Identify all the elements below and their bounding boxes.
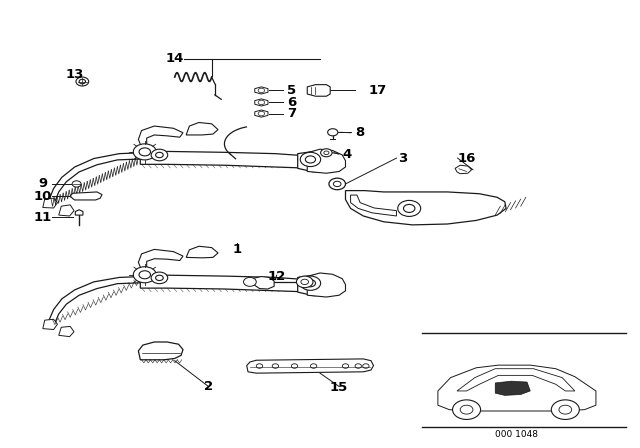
Polygon shape [140,151,314,168]
Text: 9: 9 [38,177,47,190]
Polygon shape [298,151,342,172]
Circle shape [300,276,321,290]
Polygon shape [43,319,58,330]
Circle shape [460,405,473,414]
Circle shape [321,149,332,157]
Circle shape [258,112,264,116]
Circle shape [72,181,81,187]
Circle shape [452,400,481,419]
Circle shape [139,148,150,156]
Text: 10: 10 [34,190,52,203]
Circle shape [342,364,349,368]
Polygon shape [455,165,472,174]
Circle shape [305,156,316,163]
Text: 2: 2 [204,380,213,393]
Polygon shape [43,198,58,208]
Text: 16: 16 [458,151,476,164]
Polygon shape [59,327,74,336]
Circle shape [151,149,168,161]
Polygon shape [49,276,141,323]
Circle shape [272,364,278,368]
Circle shape [403,204,415,212]
Text: 3: 3 [398,151,408,164]
Circle shape [133,144,156,160]
Text: 6: 6 [287,96,296,109]
Text: 1: 1 [232,243,242,256]
Polygon shape [298,275,342,296]
Text: 7: 7 [287,107,296,120]
Circle shape [156,152,163,158]
Polygon shape [495,381,531,396]
Polygon shape [457,369,575,391]
Polygon shape [438,365,596,411]
Circle shape [156,275,163,280]
Circle shape [333,181,341,187]
Polygon shape [307,85,330,96]
Circle shape [256,364,262,368]
Polygon shape [255,99,268,106]
Polygon shape [255,87,268,94]
Circle shape [258,100,264,105]
Polygon shape [253,276,274,289]
Polygon shape [138,342,183,360]
Circle shape [258,88,264,93]
Circle shape [244,277,256,286]
Circle shape [79,79,86,84]
Polygon shape [307,149,346,173]
Polygon shape [76,210,83,215]
Circle shape [296,276,313,288]
Text: 000 1048: 000 1048 [495,430,538,439]
Polygon shape [307,273,346,297]
Circle shape [328,129,338,136]
Polygon shape [186,246,218,258]
Circle shape [324,151,329,155]
Text: 15: 15 [330,381,348,394]
Circle shape [301,279,308,284]
Polygon shape [346,190,506,225]
Polygon shape [59,205,74,216]
Text: 14: 14 [166,52,184,65]
Circle shape [291,364,298,368]
Polygon shape [70,192,102,200]
Polygon shape [140,275,314,292]
Circle shape [151,272,168,284]
Text: 13: 13 [65,69,84,82]
Polygon shape [49,153,141,202]
Polygon shape [351,195,396,216]
Circle shape [329,178,346,190]
Polygon shape [255,110,268,117]
Polygon shape [138,126,183,147]
Circle shape [355,364,362,368]
Polygon shape [246,359,374,373]
Circle shape [76,77,89,86]
Circle shape [363,364,369,368]
Text: 5: 5 [287,84,296,97]
Circle shape [310,364,317,368]
Circle shape [397,200,420,216]
Text: 8: 8 [356,126,365,139]
Text: 17: 17 [368,84,387,97]
Circle shape [559,405,572,414]
Circle shape [305,280,316,287]
Polygon shape [186,122,218,135]
Circle shape [300,152,321,167]
Circle shape [133,267,156,283]
Polygon shape [138,250,183,270]
Text: 12: 12 [268,270,286,283]
Circle shape [139,271,150,279]
Text: 11: 11 [34,211,52,224]
Circle shape [551,400,579,419]
Text: 4: 4 [342,147,351,160]
